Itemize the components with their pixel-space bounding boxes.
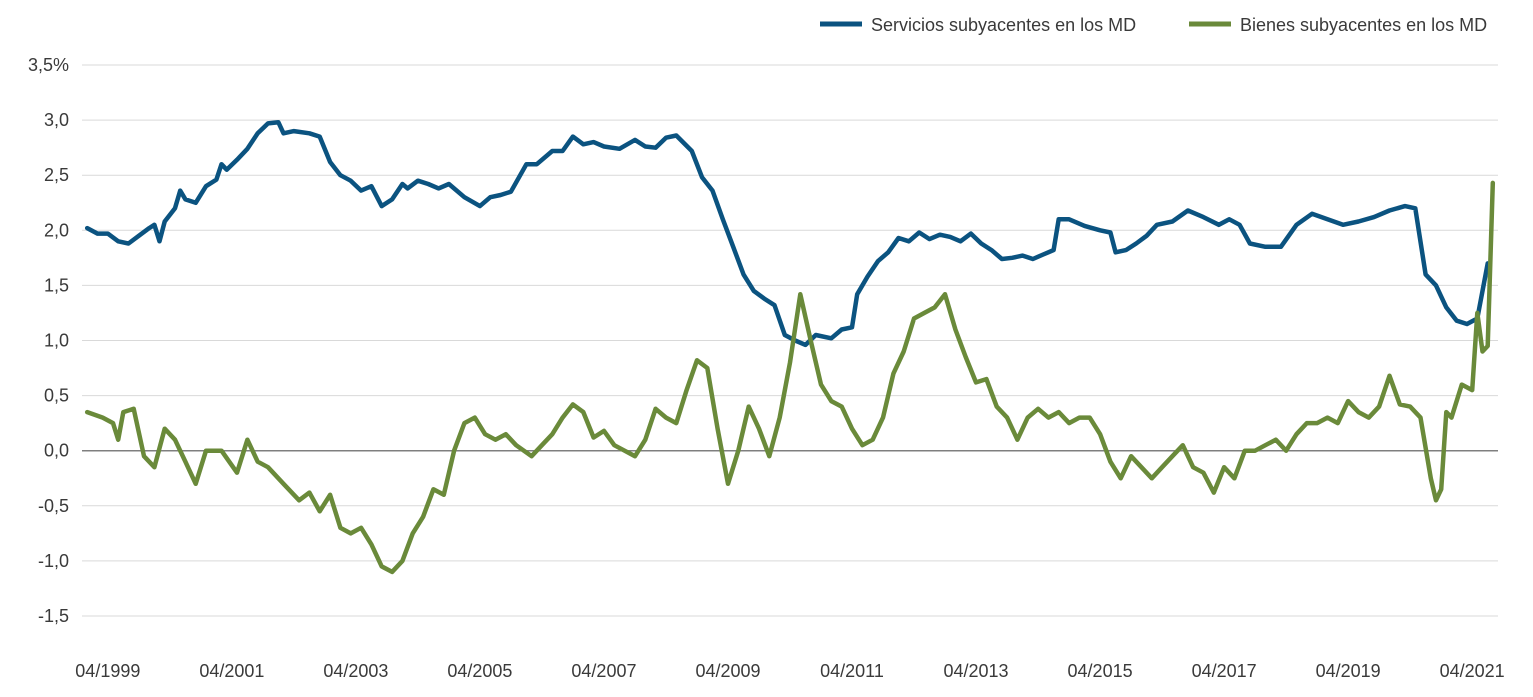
y-tick-label: 2,0 [44, 220, 69, 240]
x-tick-label: 04/2021 [1440, 661, 1505, 681]
series-line-bienes [84, 180, 1496, 575]
y-tick-label: 3,5% [28, 55, 69, 75]
legend-item-bienes: Bienes subyacentes en los MD [1189, 15, 1487, 35]
x-axis: 04/1999 04/2001 04/2003 04/2005 04/2007 04/20… [75, 661, 1504, 681]
x-tick-label: 04/2007 [571, 661, 636, 681]
legend-label-bienes: Bienes subyacentes en los MD [1240, 15, 1487, 35]
y-tick-label: 3,0 [44, 110, 69, 130]
x-tick-label: 04/2009 [695, 661, 760, 681]
x-tick-label: 04/2013 [944, 661, 1009, 681]
y-tick-label: 0,0 [44, 441, 69, 461]
x-tick-label: 04/2017 [1192, 661, 1257, 681]
y-tick-label: -1,5 [38, 606, 69, 626]
y-tick-label: -0,5 [38, 496, 69, 516]
y-tick-label: 0,5 [44, 386, 69, 406]
legend-item-servicios: Servicios subyacentes en los MD [820, 15, 1136, 35]
plot-area [84, 120, 1496, 575]
chart-legend: Servicios subyacentes en los MD Bienes s… [820, 15, 1487, 35]
y-tick-label: 2,5 [44, 165, 69, 185]
grid-lines [82, 64, 1498, 617]
x-tick-label: 04/2019 [1316, 661, 1381, 681]
x-tick-label: 04/2011 [820, 661, 884, 681]
y-tick-label: 1,5 [44, 275, 69, 295]
x-tick-label: 04/2003 [323, 661, 388, 681]
y-tick-label: 1,0 [44, 331, 69, 351]
y-axis: 3,5% 3,0 2,5 2,0 1,5 1,0 0,5 0,0 -0,5 -1,0 -1,5 [28, 55, 69, 626]
x-tick-label: 04/1999 [75, 661, 140, 681]
y-tick-label: -1,0 [38, 551, 69, 571]
x-tick-label: 04/2005 [447, 661, 512, 681]
x-tick-label: 04/2015 [1068, 661, 1133, 681]
legend-label-servicios: Servicios subyacentes en los MD [871, 15, 1136, 35]
x-tick-label: 04/2001 [199, 661, 264, 681]
series-line-servicios [84, 120, 1490, 348]
